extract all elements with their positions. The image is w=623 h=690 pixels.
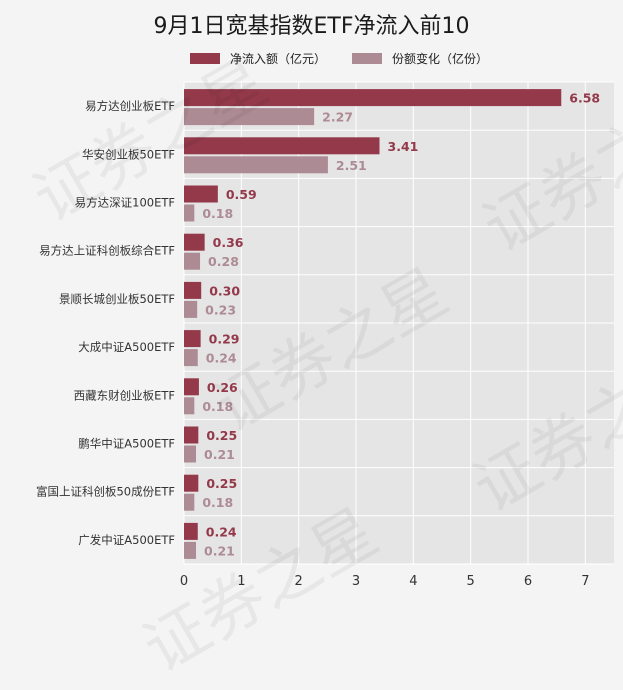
data-label-share-change: 0.24 bbox=[206, 351, 237, 366]
data-label-net-inflow: 0.30 bbox=[209, 283, 240, 298]
bar-net-inflow bbox=[184, 233, 205, 251]
x-tick-label: 7 bbox=[581, 574, 589, 589]
data-label-net-inflow: 6.58 bbox=[569, 91, 600, 106]
data-label-net-inflow: 0.59 bbox=[226, 187, 257, 202]
x-tick-label: 2 bbox=[295, 574, 303, 589]
category-label: 易方达上证科创板综合ETF bbox=[39, 244, 175, 258]
bar-net-inflow bbox=[184, 185, 218, 203]
x-tick-label: 5 bbox=[467, 574, 475, 589]
x-tick-label: 6 bbox=[524, 574, 532, 589]
category-label: 广发中证A500ETF bbox=[78, 533, 175, 547]
data-label-share-change: 2.27 bbox=[322, 110, 353, 125]
bar-net-inflow bbox=[184, 378, 199, 396]
bar-share-change bbox=[184, 300, 198, 318]
data-label-net-inflow: 0.29 bbox=[209, 332, 240, 347]
data-label-share-change: 0.23 bbox=[205, 302, 236, 317]
bar-share-change bbox=[184, 541, 197, 559]
bar-share-change bbox=[184, 156, 328, 174]
data-label-share-change: 0.18 bbox=[202, 399, 233, 414]
data-label-share-change: 2.51 bbox=[336, 158, 367, 173]
bar-net-inflow bbox=[184, 474, 199, 492]
category-label: 鹏华中证A500ETF bbox=[78, 437, 175, 451]
bar-net-inflow bbox=[184, 281, 202, 299]
category-label: 华安创业板50ETF bbox=[82, 147, 175, 161]
bar-share-change bbox=[184, 397, 195, 415]
x-tick-label: 1 bbox=[237, 574, 245, 589]
bar-share-change bbox=[184, 108, 315, 126]
data-label-share-change: 0.18 bbox=[202, 206, 233, 221]
data-label-net-inflow: 3.41 bbox=[388, 139, 419, 154]
category-label: 易方达创业板ETF bbox=[85, 99, 175, 113]
data-label-net-inflow: 0.25 bbox=[206, 428, 237, 443]
bar-share-change bbox=[184, 204, 195, 222]
category-label: 景顺长城创业板50ETF bbox=[59, 292, 175, 306]
chart-title: 9月1日宽基指数ETF净流入前10 bbox=[153, 14, 470, 39]
bar-net-inflow bbox=[184, 426, 199, 444]
bar-net-inflow bbox=[184, 137, 380, 155]
legend: 净流入额（亿元） 份额变化（亿份） bbox=[190, 49, 514, 67]
bar-share-change bbox=[184, 349, 198, 367]
data-label-net-inflow: 0.26 bbox=[207, 380, 238, 395]
bar-net-inflow bbox=[184, 330, 201, 348]
data-label-net-inflow: 0.24 bbox=[206, 524, 237, 539]
category-label: 大成中证A500ETF bbox=[78, 340, 175, 354]
data-label-net-inflow: 0.25 bbox=[206, 476, 237, 491]
bar-net-inflow bbox=[184, 522, 198, 540]
category-label: 易方达深证100ETF bbox=[75, 196, 175, 210]
category-label: 西藏东财创业板ETF bbox=[74, 388, 175, 402]
category-label: 富国上证科创板50成份ETF bbox=[36, 485, 175, 499]
x-tick-label: 4 bbox=[409, 574, 417, 589]
x-tick-label: 3 bbox=[352, 574, 360, 589]
legend-swatch-share-change bbox=[352, 52, 383, 64]
bar-chart: 0 1 2 3 4 5 6 7 易方达创业板ETF 6.58 2.27 华安创业板50ETF 3.41 2… bbox=[36, 81, 614, 589]
x-tick-label: 0 bbox=[180, 574, 188, 589]
legend-item-net-inflow: 净流入额（亿元） bbox=[190, 50, 326, 67]
data-label-share-change: 0.21 bbox=[204, 447, 235, 462]
legend-item-share-change: 份额变化（亿份） bbox=[352, 50, 488, 67]
bar-share-change bbox=[184, 445, 197, 463]
bar-share-change bbox=[184, 252, 201, 270]
data-label-share-change: 0.18 bbox=[202, 495, 233, 510]
bar-net-inflow bbox=[184, 89, 562, 107]
data-label-share-change: 0.21 bbox=[204, 543, 235, 558]
legend-label-net-inflow: 净流入额（亿元） bbox=[230, 51, 327, 66]
legend-label-share-change: 份额变化（亿份） bbox=[392, 51, 489, 66]
data-label-share-change: 0.28 bbox=[208, 254, 239, 269]
data-label-net-inflow: 0.36 bbox=[213, 235, 244, 250]
legend-swatch-net-inflow bbox=[190, 52, 220, 64]
bar-share-change bbox=[184, 493, 195, 511]
